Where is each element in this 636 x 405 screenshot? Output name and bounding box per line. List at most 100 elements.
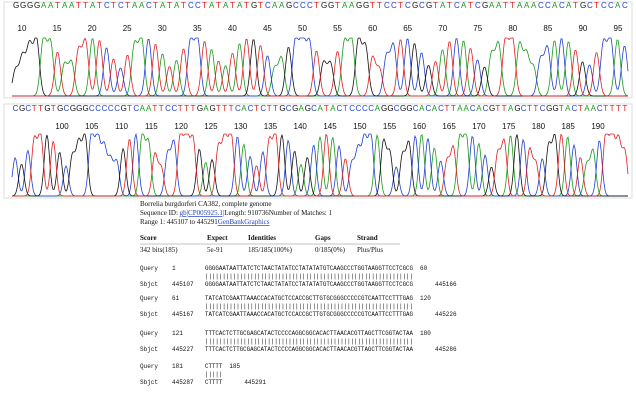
base: T [468, 1, 473, 10]
base: C [195, 1, 201, 10]
base: T [111, 1, 116, 10]
base: C [146, 1, 152, 10]
base: C [133, 104, 139, 113]
base: A [132, 1, 138, 10]
base: A [160, 1, 166, 10]
position-label: 175 [502, 122, 516, 131]
base: C [108, 104, 114, 113]
base: T [216, 104, 221, 113]
base: A [419, 104, 425, 113]
base: T [222, 104, 227, 113]
base: C [13, 104, 19, 113]
base: C [337, 104, 343, 113]
position-label: 70 [438, 24, 447, 33]
position-label: 60 [368, 24, 377, 33]
position-label: 190 [591, 122, 605, 131]
base: A [461, 1, 467, 10]
position-label: 85 [543, 24, 552, 33]
base: A [517, 1, 523, 10]
position-label: 135 [264, 122, 278, 131]
base: A [298, 104, 304, 113]
position-label: 100 [55, 122, 69, 131]
base: C [608, 1, 614, 10]
base: C [538, 1, 544, 10]
link[interactable]: gb|CP005925.1| [180, 209, 225, 217]
base: T [503, 1, 508, 10]
base: C [419, 1, 425, 10]
sbjct-label: Sbjct [140, 311, 158, 318]
query-sequence: TATCATCGAATTAAACCACATGCTCCACCGCTTGTGCGGG… [205, 295, 413, 302]
position-label: 20 [88, 24, 97, 33]
base: C [356, 104, 362, 113]
query-sequence: TTTCACTCTTGCGAGCATACTCCCCAGGCGGCACACTTAA… [205, 330, 413, 337]
base: A [566, 1, 572, 10]
base: T [181, 1, 186, 10]
base: G [44, 104, 50, 113]
base: T [244, 1, 249, 10]
base: T [190, 104, 195, 113]
position-label: 50 [298, 24, 307, 33]
base: A [489, 1, 495, 10]
base: C [104, 1, 110, 10]
position-label: 75 [473, 24, 482, 33]
base: C [405, 1, 411, 10]
base: C [362, 104, 368, 113]
base: A [457, 104, 463, 113]
query-start: 181 [172, 363, 183, 370]
sbjct-sequence: GGGGAATAATTATCTCTAACTATATCCTATATATGTCAAG… [205, 281, 413, 288]
query-start: 121 [172, 330, 183, 337]
position-label: 115 [145, 122, 158, 131]
base: C [572, 104, 578, 113]
base: C [470, 104, 476, 113]
base: C [63, 104, 69, 113]
table-header: Expect [207, 234, 228, 242]
position-label: 170 [472, 122, 486, 131]
table-header: Identities [248, 234, 276, 242]
base: C [118, 1, 124, 10]
label: Range 1: 445107 to 445291 [140, 218, 218, 226]
match-line: ||||||||||||||||||||||||||||||||||||||||… [205, 338, 413, 345]
position-label: 160 [413, 122, 427, 131]
base: C [475, 1, 481, 10]
position-label: 120 [174, 122, 188, 131]
position-label: 30 [158, 24, 167, 33]
base: T [447, 1, 452, 10]
position-label: 145 [323, 122, 337, 131]
base: T [616, 104, 621, 113]
base: A [203, 104, 209, 113]
base: A [139, 1, 145, 10]
base: A [41, 1, 47, 10]
table-value: 5e-91 [207, 246, 223, 254]
base: T [229, 104, 234, 113]
base: T [445, 104, 450, 113]
base: C [545, 1, 551, 10]
length: Length: 910736 [224, 209, 269, 217]
sbjct-end: 445166 [435, 281, 457, 288]
base: G [57, 104, 63, 113]
base: A [330, 104, 336, 113]
table-value: Plus/Plus [357, 246, 383, 254]
position-label: 125 [204, 122, 218, 131]
base: G [552, 104, 558, 113]
query-sequence: CTTTT [205, 363, 223, 370]
base: T [527, 104, 532, 113]
trace-frame [3, 103, 633, 199]
link[interactable]: Graphics [244, 218, 270, 226]
base: G [210, 104, 216, 113]
base: G [19, 104, 25, 113]
base: G [292, 104, 298, 113]
position-label: 165 [442, 122, 456, 131]
link[interactable]: GenBank [218, 218, 245, 226]
traces: GGGGA A T A A T T A T CT CT A A CT A T A T CCT A T A T A T GT CA A G… [11, 1, 629, 197]
base: G [482, 1, 488, 10]
base: T [76, 1, 81, 10]
sbjct-label: Sbjct [140, 379, 158, 386]
trace [12, 37, 628, 97]
base: G [197, 104, 203, 113]
base: C [368, 104, 374, 113]
base: A [48, 1, 54, 10]
base: T [83, 1, 88, 10]
query-start: 61 [172, 295, 180, 302]
base: C [521, 104, 527, 113]
